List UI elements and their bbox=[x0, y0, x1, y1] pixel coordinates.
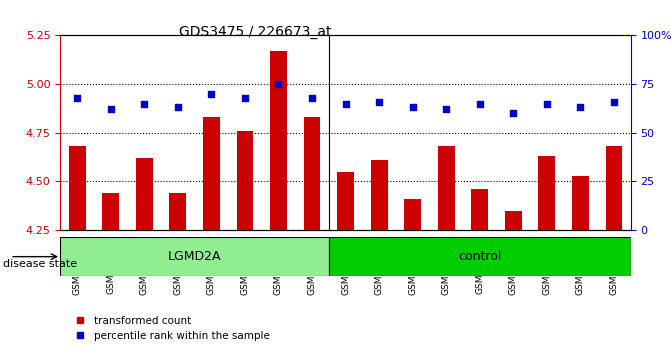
Bar bbox=[237, 131, 254, 230]
Point bbox=[374, 99, 384, 104]
Point bbox=[474, 101, 485, 106]
Bar bbox=[103, 193, 119, 230]
Legend: transformed count, percentile rank within the sample: transformed count, percentile rank withi… bbox=[66, 312, 274, 345]
Point bbox=[575, 104, 586, 110]
Text: GDS3475 / 226673_at: GDS3475 / 226673_at bbox=[178, 25, 331, 39]
Point bbox=[541, 101, 552, 106]
Text: LGMD2A: LGMD2A bbox=[168, 250, 221, 263]
Bar bbox=[304, 117, 321, 230]
Text: control: control bbox=[458, 250, 501, 263]
Bar bbox=[136, 158, 153, 230]
Point bbox=[206, 91, 217, 97]
Bar bbox=[69, 147, 86, 230]
Point bbox=[72, 95, 83, 101]
Bar bbox=[539, 156, 556, 230]
Point bbox=[609, 99, 619, 104]
Point bbox=[273, 81, 284, 87]
Point bbox=[307, 95, 317, 101]
Bar bbox=[329, 237, 631, 276]
Bar bbox=[572, 176, 589, 230]
Point bbox=[508, 110, 519, 116]
Bar bbox=[203, 117, 220, 230]
Point bbox=[407, 104, 418, 110]
Bar bbox=[505, 211, 522, 230]
Bar bbox=[371, 160, 388, 230]
Point bbox=[240, 95, 250, 101]
Bar bbox=[169, 193, 187, 230]
Point bbox=[172, 104, 183, 110]
Bar bbox=[270, 51, 287, 230]
Point bbox=[139, 101, 150, 106]
Point bbox=[340, 101, 351, 106]
Bar bbox=[338, 172, 354, 230]
Bar bbox=[472, 189, 488, 230]
Point bbox=[441, 107, 452, 112]
Text: disease state: disease state bbox=[3, 259, 77, 269]
Bar bbox=[60, 237, 329, 276]
Bar bbox=[438, 147, 455, 230]
Bar bbox=[605, 147, 623, 230]
Point bbox=[105, 107, 116, 112]
Bar bbox=[405, 199, 421, 230]
